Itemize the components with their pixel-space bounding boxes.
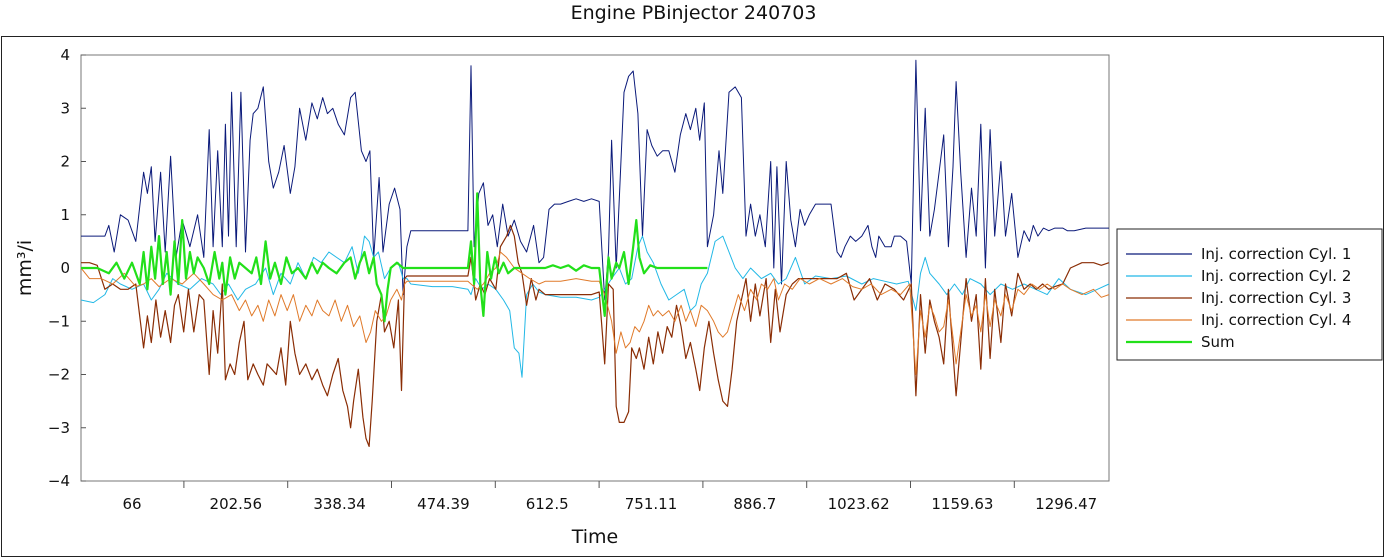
legend-label-5: Sum (1201, 333, 1235, 351)
y-tick-label: −4 (48, 472, 70, 490)
legend-label-3: Inj. correction Cyl. 3 (1201, 289, 1351, 307)
x-tick-label: 612.5 (526, 495, 569, 513)
chart-title: Engine PBinjector 240703 (570, 2, 817, 24)
x-tick-label: 1296.47 (1035, 495, 1097, 513)
series-line-5 (81, 192, 708, 323)
y-tick-label: 4 (60, 46, 70, 64)
y-tick-label: −1 (48, 312, 70, 330)
y-tick-label: −3 (48, 419, 70, 437)
series-line-2 (80, 235, 1110, 378)
legend: Inj. correction Cyl. 1 Inj. correction Cy… (1116, 228, 1383, 361)
x-tick-label: 1159.63 (931, 495, 993, 513)
y-tick-label: 1 (60, 206, 70, 224)
x-tick-label: 751.11 (625, 495, 678, 513)
series-layer (80, 59, 1110, 447)
series-line-1 (81, 59, 1109, 301)
series-line-4 (80, 251, 1110, 375)
y-tick-label: 2 (60, 153, 70, 171)
x-tick-label: 474.39 (417, 495, 470, 513)
legend-box (1116, 228, 1383, 361)
x-axis-label: Time (571, 526, 619, 548)
x-tick-label: 1023.62 (828, 495, 890, 513)
y-axis-label: mm³/i (14, 240, 36, 296)
legend-label-4: Inj. correction Cyl. 4 (1201, 311, 1351, 329)
y-tick-label: −2 (48, 366, 70, 384)
y-tick-label: 0 (60, 259, 70, 277)
y-axis: −4 −3 −2 −1 0 1 2 3 4 (48, 46, 86, 490)
x-tick-label: 886.7 (733, 495, 776, 513)
x-tick-label: 66 (122, 495, 141, 513)
x-tick-label: 338.34 (313, 495, 366, 513)
x-tick-label: 202.56 (210, 495, 263, 513)
legend-label-2: Inj. correction Cyl. 2 (1201, 267, 1351, 285)
legend-label-1: Inj. correction Cyl. 1 (1201, 245, 1351, 263)
x-axis: 66 202.56 338.34 474.39 612.5 751.11 886.7 1023… (122, 481, 1097, 513)
chart-frame (1, 36, 1384, 557)
y-tick-label: 3 (60, 99, 70, 117)
